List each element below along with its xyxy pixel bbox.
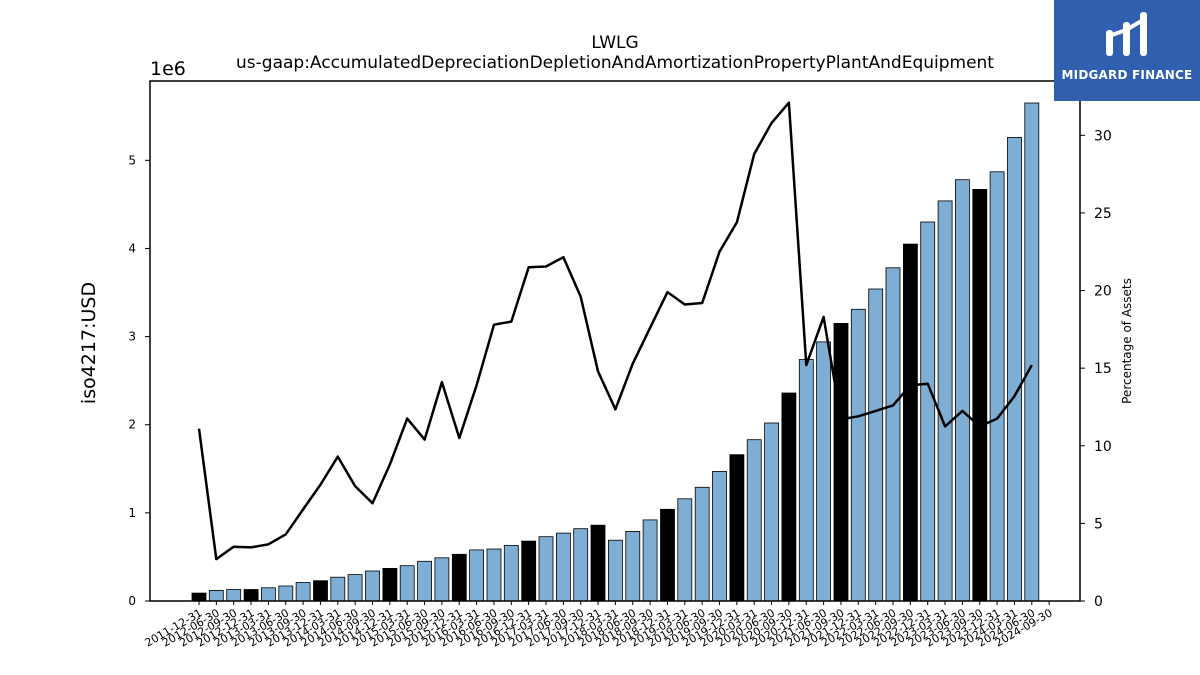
bar-2018-03-31 — [608, 539, 623, 602]
bar-2016-12-31 — [521, 540, 537, 602]
y-tick-label: 4 — [128, 241, 136, 255]
bar-2011-12-31 — [191, 592, 207, 602]
y2-tick-label: 30 — [1094, 128, 1112, 144]
bar-2020-09-30 — [781, 392, 797, 602]
bar-2020-12-31 — [798, 359, 814, 602]
bar-2018-09-30 — [642, 519, 658, 602]
y2-tick-label: 0 — [1094, 594, 1103, 610]
bar-2012-12-31 — [243, 589, 259, 602]
bar-2023-09-30 — [972, 188, 988, 602]
bar-2015-06-30 — [417, 560, 433, 602]
bar-2023-06-30 — [955, 179, 970, 602]
y-tick-label: 0 — [128, 594, 136, 608]
line-group — [197, 101, 1033, 561]
plot-frame — [149, 80, 1081, 602]
bar-2012-09-30 — [226, 589, 242, 602]
bar-2013-03-31 — [260, 587, 276, 602]
bar-2017-09-30 — [573, 528, 589, 602]
y2-ticks-group: 0 5 10 15 20 25 30 — [1080, 128, 1112, 610]
bar-2024-06-30 — [1024, 102, 1040, 602]
y-offset-label: 1e6 — [150, 58, 186, 80]
bar-2019-09-30 — [712, 470, 727, 602]
y2-tick-label: 20 — [1094, 284, 1112, 300]
bar-2014-06-30 — [347, 574, 363, 602]
bar-2012-06-30 — [208, 590, 224, 602]
bar-2022-06-30 — [885, 267, 901, 602]
bar-2022-09-30 — [903, 243, 918, 602]
y2-axis-label: Percentage of Assets — [1120, 278, 1134, 404]
bar-2015-03-31 — [399, 565, 415, 602]
bar-2022-12-31 — [920, 221, 936, 602]
bar-2017-06-30 — [556, 532, 571, 602]
y2-tick-label: 10 — [1094, 439, 1112, 455]
y-tick-label: 3 — [128, 330, 136, 344]
bar-2019-06-30 — [694, 486, 710, 602]
bar-2017-03-31 — [538, 536, 554, 602]
y-ticks-group: 0 1 2 3 4 5 — [128, 153, 150, 608]
bar-2013-12-31 — [313, 580, 328, 602]
bar-2020-06-30 — [764, 422, 779, 602]
bar-2014-03-31 — [330, 576, 346, 602]
bar-2015-09-30 — [434, 557, 450, 602]
bar-2016-03-31 — [469, 549, 485, 602]
percentage-line — [197, 101, 1033, 561]
chart-title: LWLG — [591, 33, 638, 53]
bar-2016-09-30 — [503, 545, 519, 602]
bar-2014-09-30 — [365, 570, 380, 602]
y-tick-label: 1 — [128, 506, 136, 520]
bar-2019-03-31 — [677, 498, 693, 602]
bar-2016-06-30 — [486, 548, 502, 602]
y2-tick-label: 5 — [1094, 516, 1103, 532]
bar-2022-03-31 — [868, 288, 884, 602]
bar-2015-12-31 — [451, 553, 467, 602]
bar-2023-12-31 — [989, 171, 1005, 602]
bar-2020-03-31 — [746, 439, 762, 602]
bar-2014-12-31 — [382, 568, 398, 602]
bar-2018-06-30 — [625, 531, 641, 602]
y-tick-label: 2 — [128, 418, 136, 432]
bar-2021-12-31 — [850, 308, 866, 602]
bar-2021-09-30 — [833, 322, 849, 602]
bar-2021-06-30 — [816, 341, 831, 602]
brand-logo-icon — [1106, 12, 1147, 56]
brand-name: MIDGARD FINANCE — [1061, 68, 1193, 82]
y-tick-label: 5 — [128, 153, 136, 167]
x-ticks-group: 2011-12-312012-06-302012-09-302012-12-31… — [143, 601, 1055, 650]
y2-tick-label: 15 — [1094, 361, 1112, 377]
chart-subtitle: us-gaap:AccumulatedDepreciationDepletion… — [236, 53, 994, 73]
bar-2024-03-31 — [1007, 136, 1022, 602]
bar-2018-12-31 — [660, 508, 675, 602]
bar-2013-06-30 — [278, 585, 294, 602]
bar-2013-09-30 — [295, 582, 311, 602]
y-axis-label: iso4217:USD — [78, 282, 100, 404]
y2-tick-label: 25 — [1094, 206, 1112, 222]
bars-group — [191, 102, 1040, 602]
bar-2017-12-31 — [590, 524, 606, 602]
bar-2023-03-31 — [937, 200, 953, 602]
bar-2019-12-31 — [729, 454, 745, 602]
